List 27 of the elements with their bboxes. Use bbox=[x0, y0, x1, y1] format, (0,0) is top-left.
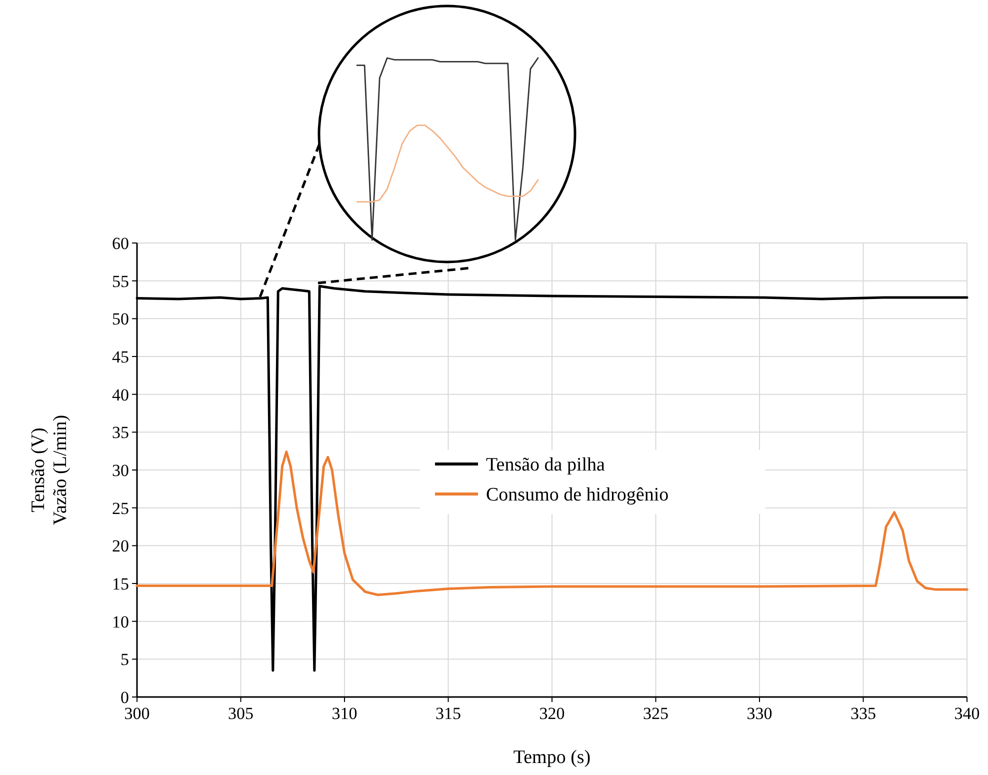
y-tick-label: 35 bbox=[112, 423, 129, 442]
y-tick-label: 50 bbox=[112, 310, 129, 329]
y-tick-label: 20 bbox=[112, 536, 129, 556]
y-tick-label: 45 bbox=[112, 347, 129, 366]
y-tick-label: 5 bbox=[120, 650, 129, 670]
y-tick-label: 30 bbox=[112, 460, 129, 480]
x-tick-label: 315 bbox=[436, 704, 461, 723]
y-tick-label: 40 bbox=[112, 385, 129, 404]
x-tick-label: 325 bbox=[643, 704, 668, 723]
x-tick-label: 330 bbox=[746, 704, 772, 723]
legend-label: Consumo de hidrogênio bbox=[486, 484, 669, 506]
y-tick-label: 10 bbox=[112, 612, 129, 632]
y-tick-label: 55 bbox=[112, 272, 129, 291]
y-axis-title: Tensão (V) Vazão (L/min) bbox=[28, 414, 71, 526]
legend-label: Tensão da pilha bbox=[486, 454, 606, 476]
x-tick-label: 300 bbox=[124, 704, 150, 723]
x-tick-label: 320 bbox=[539, 704, 565, 723]
x-axis-title: Tempo (s) bbox=[513, 747, 591, 768]
y-tick-label: 0 bbox=[120, 688, 129, 707]
y-tick-label: 25 bbox=[112, 498, 129, 518]
x-tick-label: 340 bbox=[954, 704, 980, 723]
line-series bbox=[136, 450, 968, 596]
x-tick-label: 335 bbox=[850, 704, 876, 723]
y-tick-label: 15 bbox=[112, 574, 129, 594]
y-tick-label: 60 bbox=[112, 234, 129, 253]
x-tick-label: 305 bbox=[228, 704, 254, 723]
x-tick-label: 310 bbox=[332, 704, 358, 723]
